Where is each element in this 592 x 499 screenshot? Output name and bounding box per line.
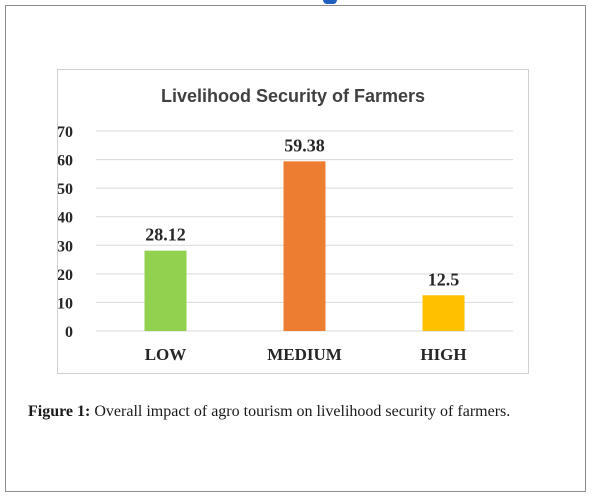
caption-text: Overall impact of agro tourism on liveli… (94, 403, 511, 420)
data-label: 12.5 (428, 269, 460, 289)
y-tick-label: 0 (65, 324, 73, 341)
x-category-label: HIGH (420, 345, 466, 364)
chart-title: Livelihood Security of Farmers (160, 86, 426, 106)
figure-label: Figure 1: (28, 403, 91, 420)
y-tick-label: 50 (58, 181, 73, 198)
y-tick-label: 40 (58, 210, 73, 227)
top-accent-mark (323, 0, 337, 4)
y-tick-label: 70 (58, 124, 73, 141)
data-label: 59.38 (284, 135, 325, 155)
bar (144, 250, 187, 331)
y-tick-label: 30 (58, 238, 73, 255)
bar (283, 161, 326, 331)
y-tick-label: 10 (58, 295, 73, 312)
data-label: 28.12 (145, 225, 186, 245)
y-tick-label: 20 (58, 267, 73, 284)
x-category-label: LOW (145, 345, 187, 364)
figure-caption: Figure 1: Overall impact of agro tourism… (28, 400, 565, 423)
bar (422, 295, 465, 331)
y-tick-label: 60 (58, 153, 73, 170)
x-category-label: MEDIUM (267, 345, 342, 364)
chart-container: Livelihood Security of Farmers 0 10 20 30 40… (57, 69, 529, 374)
bar-chart: 0 10 20 30 40 50 60 70 28.12 LOW 59.38 MEDIUM 12.5 HI… (58, 124, 513, 364)
